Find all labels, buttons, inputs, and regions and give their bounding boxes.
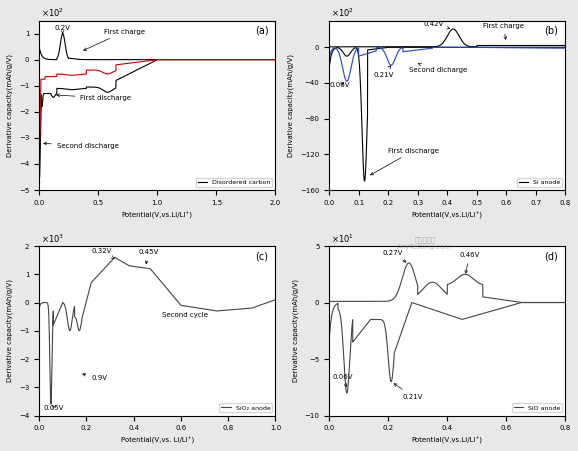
Text: Second cycle: Second cycle	[162, 312, 208, 318]
Text: (b): (b)	[544, 26, 558, 36]
Legend: Disordered carbon: Disordered carbon	[196, 178, 272, 187]
Text: 0.32V: 0.32V	[91, 248, 114, 258]
Text: 喜崂检测网
AnyTesting.com: 喜崂检测网 AnyTesting.com	[397, 237, 453, 250]
Legend: SiO anode: SiO anode	[512, 403, 562, 412]
Text: 0.27V: 0.27V	[382, 250, 406, 262]
Text: First charge: First charge	[483, 23, 524, 39]
Text: 0.06V: 0.06V	[332, 374, 353, 387]
Text: 0.45V: 0.45V	[138, 249, 158, 264]
Y-axis label: Derivative capacity(mAh/g/V): Derivative capacity(mAh/g/V)	[288, 54, 294, 157]
Text: 0.46V: 0.46V	[459, 252, 480, 273]
Text: (a): (a)	[255, 26, 268, 36]
Text: $\times10^2$: $\times10^2$	[331, 7, 354, 19]
Text: 0.05V: 0.05V	[44, 405, 64, 411]
Legend: SiO₂ anode: SiO₂ anode	[220, 403, 272, 412]
Text: $\times10^1$: $\times10^1$	[331, 232, 354, 244]
Text: Second dicharge: Second dicharge	[409, 63, 467, 73]
Text: First charge: First charge	[84, 28, 145, 51]
X-axis label: Potential(V,vs. Li/Li⁺): Potential(V,vs. Li/Li⁺)	[121, 437, 194, 444]
X-axis label: Potential(V,vs.Li/Li⁺): Potential(V,vs.Li/Li⁺)	[412, 212, 483, 219]
Text: (c): (c)	[255, 251, 268, 261]
Y-axis label: Derivative capacity(mAh/g/V): Derivative capacity(mAh/g/V)	[7, 54, 13, 157]
Text: $\times10^2$: $\times10^2$	[42, 7, 64, 19]
Text: $\times10^3$: $\times10^3$	[42, 232, 65, 244]
Legend: Si anode: Si anode	[517, 178, 562, 187]
Text: 0.2V: 0.2V	[54, 25, 71, 33]
X-axis label: Potential(V,vs.Li/LI⁺): Potential(V,vs.Li/LI⁺)	[122, 212, 193, 219]
Text: 0.21V: 0.21V	[394, 384, 423, 400]
Y-axis label: Derivative capacity(mAh/g/V): Derivative capacity(mAh/g/V)	[7, 279, 13, 382]
Text: 0.9V: 0.9V	[83, 373, 107, 381]
Text: First discharge: First discharge	[57, 94, 131, 101]
Text: 0.06V: 0.06V	[329, 83, 350, 88]
X-axis label: Potential(V,vs.Li/Li⁺): Potential(V,vs.Li/Li⁺)	[412, 437, 483, 444]
Text: Second discharge: Second discharge	[44, 142, 118, 149]
Text: 0.42V: 0.42V	[424, 21, 450, 29]
Y-axis label: Derivative capacity(mAh/g/V): Derivative capacity(mAh/g/V)	[292, 279, 299, 382]
Text: First discharge: First discharge	[370, 147, 439, 175]
Text: (d): (d)	[544, 251, 558, 261]
Text: 0.21V: 0.21V	[373, 66, 394, 78]
